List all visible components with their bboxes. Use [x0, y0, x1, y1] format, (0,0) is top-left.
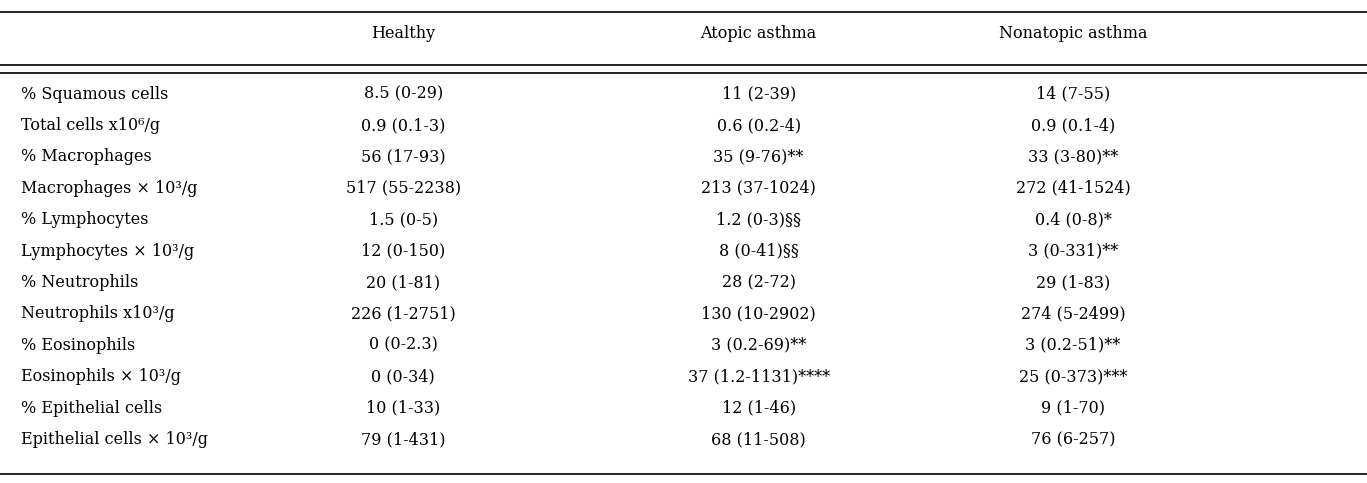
Text: 9 (1-70): 9 (1-70)	[1042, 399, 1105, 417]
Text: 12 (1-46): 12 (1-46)	[722, 399, 796, 417]
Text: 20 (1-81): 20 (1-81)	[366, 274, 440, 291]
Text: Healthy: Healthy	[372, 25, 435, 43]
Text: 0.9 (0.1-3): 0.9 (0.1-3)	[361, 117, 446, 134]
Text: % Eosinophils: % Eosinophils	[21, 337, 135, 354]
Text: 3 (0-331)**: 3 (0-331)**	[1028, 242, 1118, 260]
Text: 12 (0-150): 12 (0-150)	[361, 242, 446, 260]
Text: 35 (9-76)**: 35 (9-76)**	[714, 148, 804, 166]
Text: 226 (1-2751): 226 (1-2751)	[351, 305, 455, 323]
Text: % Neutrophils: % Neutrophils	[21, 274, 138, 291]
Text: 130 (10-2902): 130 (10-2902)	[701, 305, 816, 323]
Text: % Squamous cells: % Squamous cells	[21, 85, 168, 103]
Text: 29 (1-83): 29 (1-83)	[1036, 274, 1110, 291]
Text: 3 (0.2-69)**: 3 (0.2-69)**	[711, 337, 807, 354]
Text: 272 (41-1524): 272 (41-1524)	[1016, 180, 1131, 197]
Text: Macrophages × 10³/g: Macrophages × 10³/g	[21, 180, 197, 197]
Text: 0 (0-2.3): 0 (0-2.3)	[369, 337, 437, 354]
Text: 1.5 (0-5): 1.5 (0-5)	[369, 211, 437, 228]
Text: Total cells x10⁶/g: Total cells x10⁶/g	[21, 117, 160, 134]
Text: 0.4 (0-8)*: 0.4 (0-8)*	[1035, 211, 1111, 228]
Text: 3 (0.2-51)**: 3 (0.2-51)**	[1025, 337, 1121, 354]
Text: 28 (2-72): 28 (2-72)	[722, 274, 796, 291]
Text: Lymphocytes × 10³/g: Lymphocytes × 10³/g	[21, 242, 194, 260]
Text: 1.2 (0-3)§§: 1.2 (0-3)§§	[716, 211, 801, 228]
Text: % Epithelial cells: % Epithelial cells	[21, 399, 161, 417]
Text: 56 (17-93): 56 (17-93)	[361, 148, 446, 166]
Text: 213 (37-1024): 213 (37-1024)	[701, 180, 816, 197]
Text: % Lymphocytes: % Lymphocytes	[21, 211, 148, 228]
Text: Atopic asthma: Atopic asthma	[700, 25, 817, 43]
Text: 517 (55-2238): 517 (55-2238)	[346, 180, 461, 197]
Text: 8.5 (0-29): 8.5 (0-29)	[364, 85, 443, 103]
Text: 8 (0-41)§§: 8 (0-41)§§	[719, 242, 798, 260]
Text: 10 (1-33): 10 (1-33)	[366, 399, 440, 417]
Text: Eosinophils × 10³/g: Eosinophils × 10³/g	[21, 368, 180, 385]
Text: 76 (6-257): 76 (6-257)	[1031, 431, 1115, 448]
Text: 25 (0-373)***: 25 (0-373)***	[1018, 368, 1128, 385]
Text: Nonatopic asthma: Nonatopic asthma	[999, 25, 1147, 43]
Text: 0.6 (0.2-4): 0.6 (0.2-4)	[716, 117, 801, 134]
Text: 37 (1.2-1131)****: 37 (1.2-1131)****	[688, 368, 830, 385]
Text: 0 (0-34): 0 (0-34)	[372, 368, 435, 385]
Text: 79 (1-431): 79 (1-431)	[361, 431, 446, 448]
Text: % Macrophages: % Macrophages	[21, 148, 152, 166]
Text: 14 (7-55): 14 (7-55)	[1036, 85, 1110, 103]
Text: 33 (3-80)**: 33 (3-80)**	[1028, 148, 1118, 166]
Text: Neutrophils x10³/g: Neutrophils x10³/g	[21, 305, 174, 323]
Text: Epithelial cells × 10³/g: Epithelial cells × 10³/g	[21, 431, 208, 448]
Text: 0.9 (0.1-4): 0.9 (0.1-4)	[1031, 117, 1115, 134]
Text: 11 (2-39): 11 (2-39)	[722, 85, 796, 103]
Text: 274 (5-2499): 274 (5-2499)	[1021, 305, 1125, 323]
Text: 68 (11-508): 68 (11-508)	[711, 431, 807, 448]
